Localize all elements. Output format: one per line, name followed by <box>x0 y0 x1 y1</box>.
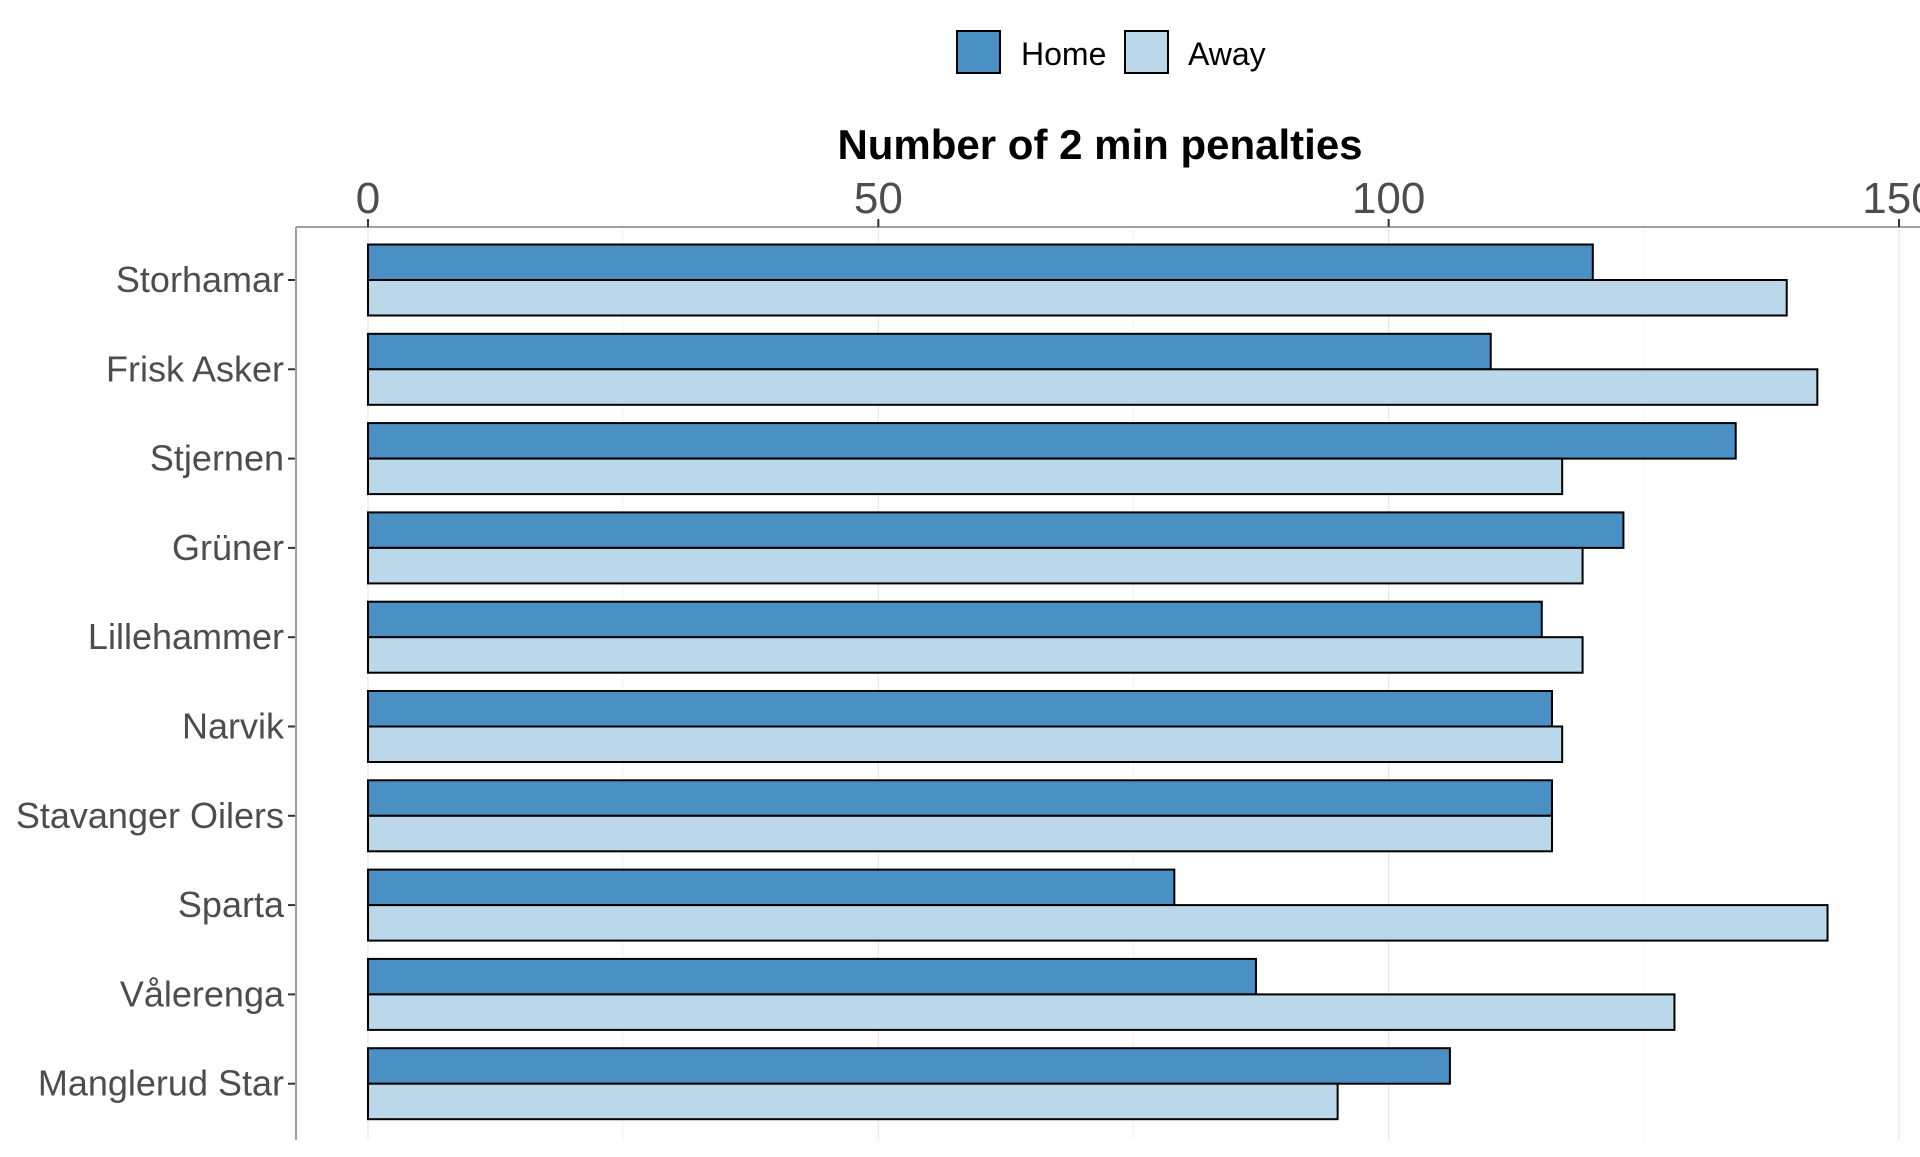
bar-away-valerenga <box>367 993 1676 1031</box>
bar-away-sparta <box>367 904 1829 942</box>
legend-label-away: Away <box>1188 36 1266 72</box>
axes: Storhamar Frisk Asker Stjernen Grüner Lilleh… <box>16 174 1920 1140</box>
bar-home-stjernen <box>367 422 1737 460</box>
y-tick-label-sparta: Sparta <box>178 884 285 925</box>
y-tick-label-narvik: Narvik <box>182 706 285 747</box>
y-tick-label-frisk-asker: Frisk Asker <box>106 348 284 389</box>
bar-home-narvik <box>367 690 1553 728</box>
bar-home-storhamar <box>367 243 1594 281</box>
legend: Home Away <box>956 30 1266 74</box>
legend-label-home: Home <box>1021 36 1106 72</box>
bar-away-stavanger-oilers <box>367 814 1553 853</box>
bar-away-frisk-asker <box>367 368 1819 406</box>
x-axis-title: Number of 2 min penalties <box>837 121 1362 168</box>
x-tick-label-50: 50 <box>854 174 903 223</box>
bar-home-stavanger-oilers <box>367 779 1553 817</box>
y-tick-label-gruner: Grüner <box>172 527 284 568</box>
bar-home-frisk-asker <box>367 332 1492 371</box>
x-tick-label-100: 100 <box>1352 174 1425 223</box>
bar-home-sparta <box>367 868 1176 907</box>
bar-away-stjernen <box>367 457 1564 496</box>
bar-home-valerenga <box>367 957 1257 996</box>
bar-home-manglerud-star <box>367 1047 1451 1085</box>
y-tick-label-lillehammer: Lillehammer <box>88 616 284 657</box>
bar-away-narvik <box>367 725 1564 763</box>
bars <box>367 243 1829 1121</box>
bar-away-lillehammer <box>367 636 1584 674</box>
bar-away-gruner <box>367 546 1584 585</box>
legend-key-away <box>1124 30 1169 74</box>
x-tick-label-150: 150 <box>1862 174 1920 223</box>
legend-key-home <box>956 30 1001 74</box>
y-tick-label-stjernen: Stjernen <box>150 438 284 479</box>
x-tick-label-0: 0 <box>356 174 380 223</box>
bar-away-storhamar <box>367 279 1788 317</box>
bar-home-lillehammer <box>367 600 1543 639</box>
y-tick-label-manglerud-star: Manglerud Star <box>38 1063 284 1104</box>
y-tick-label-storhamar: Storhamar <box>116 259 284 300</box>
bar-home-gruner <box>367 511 1625 549</box>
bar-away-manglerud-star <box>367 1082 1339 1121</box>
y-tick-label-stavanger-oilers: Stavanger Oilers <box>16 795 284 836</box>
y-tick-label-valerenga: Vålerenga <box>120 973 285 1014</box>
